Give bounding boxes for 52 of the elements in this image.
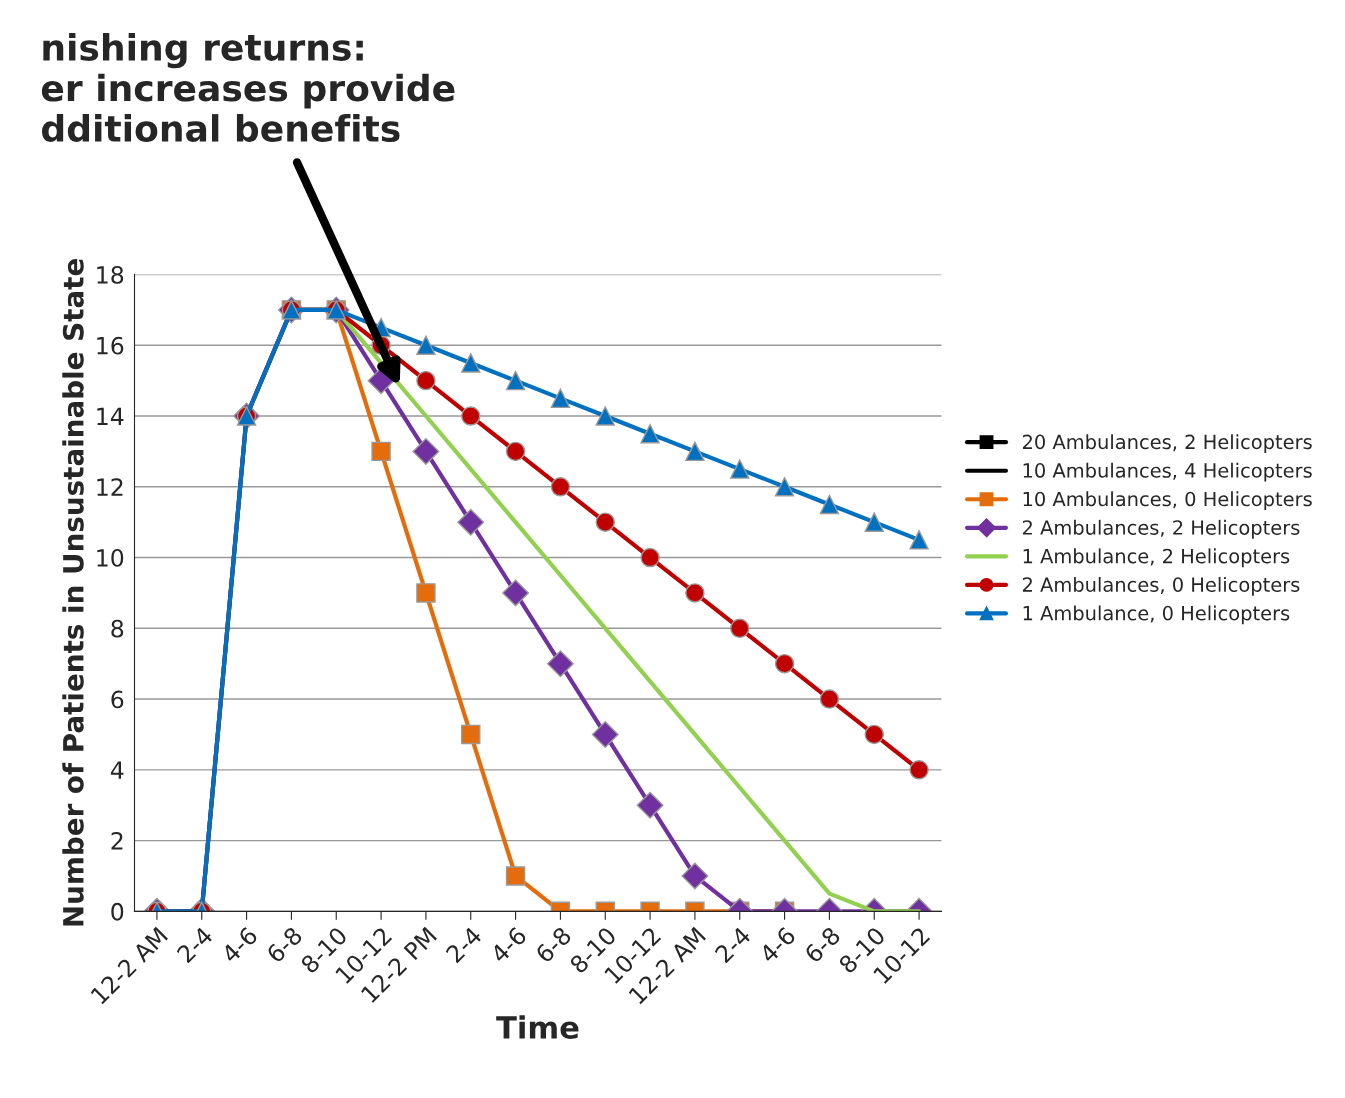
y-tick-label: 2 xyxy=(111,832,123,850)
legend-label: 2 Ambulances, 2 Helicopters xyxy=(1022,519,1300,539)
point xyxy=(461,353,481,373)
legend-label: 2 Ambulances, 0 Helicopters xyxy=(1022,576,1300,596)
legend-label: 1 Ambulance, 2 Helicopters xyxy=(1023,548,1290,568)
text: nishing returns: er increases provide dditional benefits xyxy=(41,32,455,143)
legend-label: 10 Ambulances, 0 Helicopters xyxy=(1023,491,1312,511)
y-tick-label: 4 xyxy=(110,761,124,779)
y-tick-label: 6 xyxy=(111,690,124,709)
point xyxy=(502,579,530,607)
point xyxy=(416,335,436,355)
point xyxy=(550,477,571,497)
point xyxy=(416,370,436,391)
legend-label: 10 Ambulances, 4 Helicopters xyxy=(1023,462,1312,482)
legend-label: 20 Ambulances, 2 Helicopters xyxy=(1022,434,1312,454)
point xyxy=(412,437,440,465)
x-tick-label: 2-4 xyxy=(176,925,214,964)
point xyxy=(730,618,750,639)
point xyxy=(864,512,884,532)
y-tick-label: 16 xyxy=(97,336,124,355)
point xyxy=(819,494,840,515)
y-tick-label: 14 xyxy=(97,407,124,425)
point xyxy=(685,583,705,603)
y-tick-label: 18 xyxy=(97,265,124,284)
x-tick-label: 2-4 xyxy=(445,925,483,964)
y-tick-label: 12 xyxy=(97,478,123,496)
point xyxy=(774,653,795,674)
point xyxy=(774,477,795,497)
point xyxy=(505,441,526,462)
x-tick-label: 4-6 xyxy=(220,925,259,964)
x-tick-label: 4-6 xyxy=(758,925,797,964)
y-tick-label: 10 xyxy=(97,548,124,567)
y-tick-label: 8 xyxy=(111,619,124,638)
point xyxy=(730,459,750,479)
point xyxy=(505,370,526,391)
point xyxy=(371,441,391,462)
point xyxy=(457,508,485,536)
x-tick-label: 2-4 xyxy=(714,925,752,964)
x-tick-label: 4-6 xyxy=(489,925,528,964)
y-tick-label: 0 xyxy=(111,902,124,921)
point xyxy=(640,547,660,568)
point xyxy=(461,406,481,426)
point xyxy=(595,406,615,426)
legend-label: 1 Ambulance, 0 Helicopters xyxy=(1023,605,1290,625)
point xyxy=(909,530,929,550)
x-axis-title: Time xyxy=(496,1015,579,1039)
point xyxy=(550,388,571,409)
point xyxy=(685,441,705,462)
y-axis-title: Number of Patients in Unsustainable State xyxy=(62,259,84,926)
point xyxy=(416,583,436,603)
point xyxy=(640,423,660,444)
point xyxy=(595,512,615,532)
